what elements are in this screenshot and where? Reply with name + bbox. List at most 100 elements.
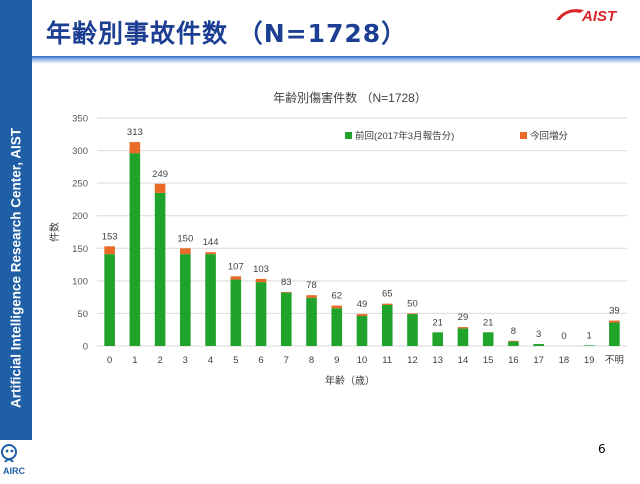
data-label: 62 (331, 291, 342, 302)
bar-increase (255, 278, 267, 283)
bar-previous (280, 292, 292, 346)
bar-increase (331, 305, 343, 309)
x-tick-label: 7 (284, 355, 289, 366)
y-tick-label: 100 (72, 276, 88, 287)
airc-logo: AIRC (0, 440, 32, 480)
x-tick-label: 5 (233, 355, 238, 366)
x-tick-label: 6 (258, 355, 263, 366)
x-tick-label: 17 (533, 355, 544, 366)
chart-title: 年齢別傷害件数 （N=1728） (273, 90, 427, 105)
bar-increase (154, 183, 166, 193)
x-tick-label: 14 (458, 355, 469, 366)
bar-previous (129, 153, 141, 346)
aist-logo: AIST (556, 8, 618, 25)
x-tick-label: 15 (483, 355, 494, 366)
data-label: 78 (306, 280, 317, 291)
y-tick-label: 50 (77, 309, 88, 320)
y-tick-label: 200 (72, 211, 88, 222)
data-label: 313 (127, 127, 143, 138)
bar-increase (180, 248, 191, 255)
bar-increase (280, 291, 292, 293)
bar-increase (457, 327, 469, 329)
bar-previous (230, 279, 242, 346)
bar-previous (306, 297, 317, 346)
data-label: 29 (458, 312, 469, 323)
airc-logo-text: AIRC (3, 466, 25, 476)
y-tick-label: 0 (83, 342, 88, 353)
x-tick-label: 0 (107, 355, 112, 366)
bar-increase (508, 340, 519, 342)
data-label: 3 (536, 329, 541, 340)
bar-previous (180, 254, 191, 346)
aist-logo-text: AIST (581, 8, 618, 25)
x-tick-label: 16 (508, 355, 519, 366)
data-label: 21 (432, 317, 443, 328)
data-label: 150 (177, 233, 193, 244)
x-tick-label: 1 (132, 355, 137, 366)
x-tick-label: 13 (432, 355, 443, 366)
bar-previous (154, 192, 166, 346)
bar-previous (533, 344, 544, 346)
sidebar-organization-text: Artificial Intelligence Research Center,… (8, 127, 24, 409)
bar-increase (205, 252, 216, 255)
x-tick-label: 8 (309, 355, 314, 366)
bar-previous (508, 341, 519, 346)
x-tick-label: 不明 (605, 355, 624, 366)
data-label: 50 (407, 298, 418, 309)
bar-previous (104, 254, 115, 346)
bar-previous (331, 308, 343, 346)
title-rule (32, 56, 640, 64)
x-tick-label: 19 (584, 355, 595, 366)
bar-increase (306, 295, 317, 298)
y-axis-label: 件数 (48, 222, 61, 242)
data-label: 8 (511, 326, 516, 337)
data-label: 49 (357, 299, 368, 310)
data-label: 107 (228, 261, 244, 272)
bar-increase (104, 246, 115, 255)
data-label: 65 (382, 289, 393, 300)
x-tick-label: 3 (183, 355, 188, 366)
data-label: 0 (561, 331, 566, 342)
y-tick-label: 250 (72, 179, 88, 190)
data-label: 21 (483, 317, 494, 328)
data-label: 103 (253, 264, 269, 275)
legend-label: 前回(2017年3月報告分) (355, 130, 454, 142)
data-label: 39 (609, 306, 620, 317)
bar-increase (407, 313, 418, 315)
data-label: 153 (102, 231, 118, 242)
bar-previous (482, 332, 494, 346)
bar-increase (609, 320, 620, 323)
legend-label: 今回増分 (530, 130, 569, 142)
y-tick-label: 350 (72, 114, 88, 125)
slide-title: 年齢別事故件数 （N=1728） (46, 19, 408, 48)
bar-increase (129, 142, 141, 154)
x-tick-label: 12 (407, 355, 418, 366)
bar-previous (255, 282, 267, 346)
y-tick-label: 300 (72, 146, 88, 157)
x-tick-label: 2 (157, 355, 162, 366)
bar-previous (609, 322, 620, 346)
bar-increase (381, 303, 393, 305)
x-tick-label: 4 (208, 355, 213, 366)
data-label: 249 (152, 169, 168, 180)
x-tick-label: 11 (382, 355, 392, 366)
bar-previous (432, 332, 444, 346)
x-tick-label: 18 (559, 355, 570, 366)
sidebar-band: Artificial Intelligence Research Center,… (0, 0, 32, 480)
data-label: 144 (203, 237, 219, 248)
bar-increase (230, 276, 242, 280)
bar-increase (356, 314, 368, 317)
legend-swatch (520, 132, 527, 139)
data-label: 1 (586, 330, 591, 341)
bar-previous (381, 304, 393, 346)
x-tick-label: 9 (334, 355, 339, 366)
data-label: 83 (281, 277, 292, 288)
bar-previous (407, 314, 418, 346)
y-tick-label: 150 (72, 244, 88, 255)
page-number: 6 (598, 442, 606, 456)
legend-swatch (345, 132, 352, 139)
bar-previous (356, 316, 368, 346)
x-tick-label: 10 (357, 355, 368, 366)
bar-previous (205, 254, 216, 346)
